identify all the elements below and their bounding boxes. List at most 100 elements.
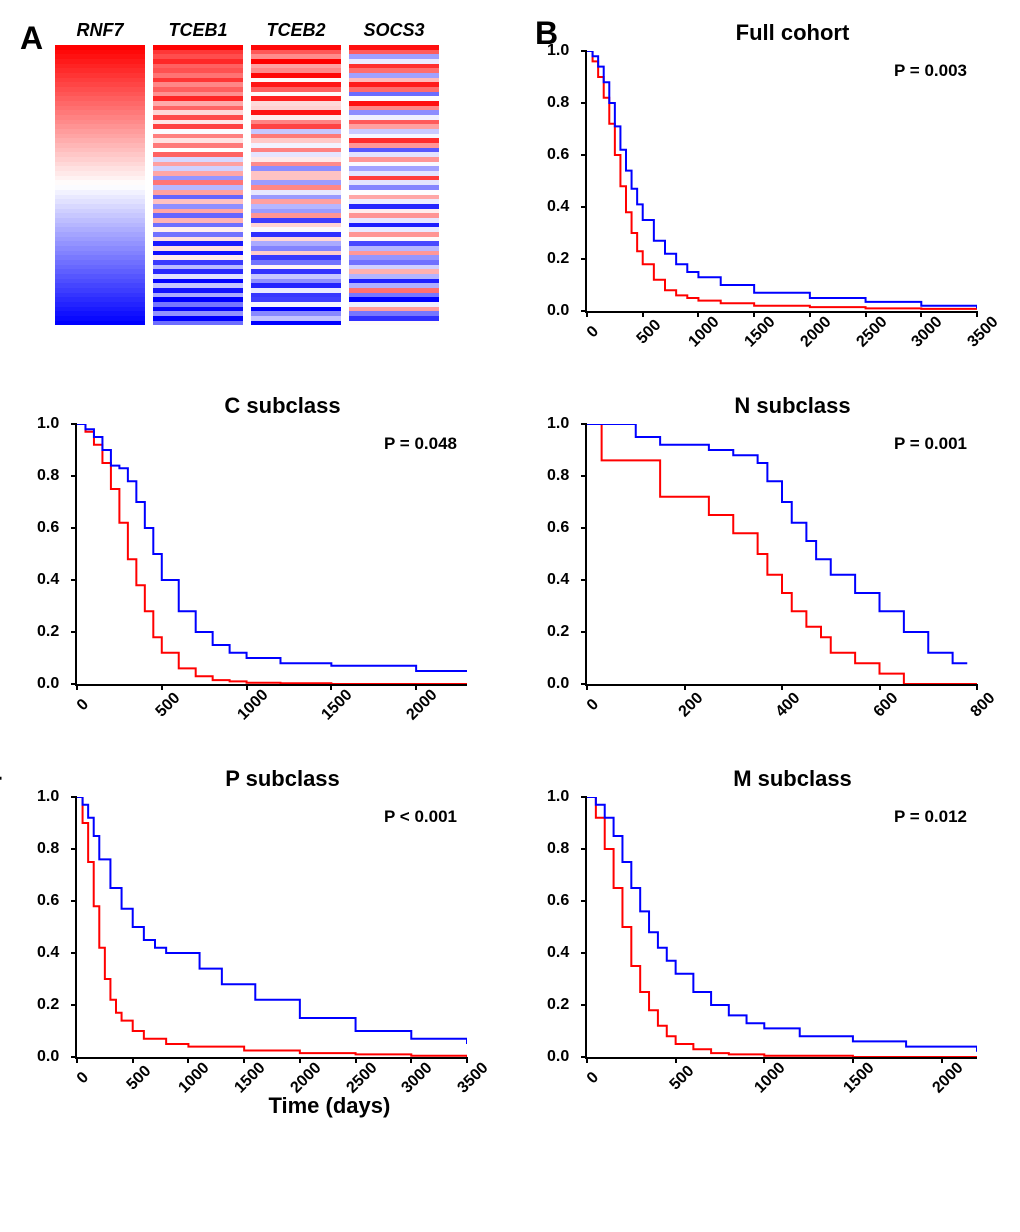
y-tick-label: 0.6: [37, 892, 59, 910]
x-tick-label: 1000: [176, 1059, 214, 1097]
x-tick-label: 0: [74, 1069, 93, 1088]
x-tick-label: 2500: [853, 313, 891, 351]
x-tick-label: 0: [584, 696, 603, 715]
y-axis-label: Survival probabilities: [0, 650, 3, 873]
curve-low: [587, 797, 977, 1052]
heatmap-col-1: [153, 45, 243, 325]
y-tick-label: 0.8: [37, 840, 59, 858]
p-value-n: P = 0.001: [894, 434, 967, 454]
km-full-cohort: Full cohort 0.00.20.40.60.81.005001000150…: [530, 20, 1000, 363]
km-p-subclass: P subclass0.00.20.40.60.81.0050010001500…: [20, 766, 490, 1109]
x-tick-label: 1500: [232, 1059, 270, 1097]
panel-b-label: B: [535, 15, 558, 52]
p-value-p: P < 0.001: [384, 807, 457, 827]
x-tick-label: 2500: [343, 1059, 381, 1097]
km-plot-c: 0.00.20.40.60.81.00500100015002000P = 0.…: [75, 424, 467, 686]
x-tick-label: 0: [74, 696, 93, 715]
km-plot-p: 0.00.20.40.60.81.00500100015002000250030…: [75, 797, 467, 1059]
y-tick-label: 0.4: [547, 571, 569, 589]
heatmap-col-2: [251, 45, 341, 325]
x-axis-label: Time (days): [268, 1093, 390, 1119]
y-tick-label: 0.2: [37, 623, 59, 641]
x-tick-label: 200: [675, 690, 707, 722]
km-m-subclass: M subclass0.00.20.40.60.81.0050010001500…: [530, 766, 1000, 1109]
x-tick-label: 800: [968, 690, 1000, 722]
heatmap-label-1: TCEB1: [153, 20, 243, 41]
heatmap-label-2: TCEB2: [251, 20, 341, 41]
x-tick-label: 3000: [399, 1059, 437, 1097]
y-tick-label: 1.0: [37, 415, 59, 433]
curve-high: [587, 424, 977, 684]
y-tick-label: 1.0: [547, 788, 569, 806]
km-n-subclass: N subclass0.00.20.40.60.81.0020040060080…: [530, 393, 1000, 736]
x-tick-label: 500: [633, 317, 665, 349]
x-tick-label: 2000: [287, 1059, 325, 1097]
x-tick-label: 1000: [752, 1059, 790, 1097]
x-tick-label: 2000: [404, 686, 442, 724]
curve-high: [587, 51, 977, 310]
heatmap-columns: [55, 45, 490, 325]
curve-low: [587, 51, 977, 308]
y-tick-label: 0.6: [547, 892, 569, 910]
x-tick-label: 0: [584, 1069, 603, 1088]
y-tick-label: 0.0: [547, 675, 569, 693]
x-tick-label: 1000: [234, 686, 272, 724]
p-value-c: P = 0.048: [384, 434, 457, 454]
y-tick-label: 0.0: [37, 675, 59, 693]
heatmap-col-3: [349, 45, 439, 325]
x-tick-label: 500: [152, 690, 184, 722]
p-value-m: P = 0.012: [894, 807, 967, 827]
figure-container: A RNF7 TCEB1 TCEB2 SOCS3 Full cohort0.00…: [20, 20, 1000, 1109]
curve-high: [587, 797, 977, 1057]
km-title-full: Full cohort: [585, 20, 1000, 46]
x-tick-label: 600: [870, 690, 902, 722]
y-tick-label: 0.8: [547, 467, 569, 485]
x-tick-label: 3500: [454, 1059, 492, 1097]
y-tick-label: 1.0: [547, 415, 569, 433]
x-tick-label: 1000: [686, 313, 724, 351]
x-tick-label: 400: [773, 690, 805, 722]
km-title-m: M subclass: [585, 766, 1000, 792]
km-plot-n: 0.00.20.40.60.81.00200400600800P = 0.001: [585, 424, 977, 686]
x-tick-label: 500: [666, 1063, 698, 1095]
y-tick-label: 0.8: [547, 840, 569, 858]
km-title-p: P subclass: [75, 766, 490, 792]
y-tick-label: 0.8: [37, 467, 59, 485]
y-tick-label: 0.6: [547, 519, 569, 537]
heatmap-col-0: [55, 45, 145, 325]
x-tick-label: 2000: [929, 1059, 967, 1097]
y-tick-label: 0.4: [37, 571, 59, 589]
curve-low: [77, 797, 467, 1044]
y-tick-label: 0.6: [547, 146, 569, 164]
km-plot-full: 0.00.20.40.60.81.00500100015002000250030…: [585, 51, 977, 313]
y-tick-label: 0.0: [547, 302, 569, 320]
y-tick-label: 0.0: [37, 1048, 59, 1066]
km-plot-m: 0.00.20.40.60.81.00500100015002000P = 0.…: [585, 797, 977, 1059]
curve-high: [77, 424, 467, 684]
y-tick-label: 0.4: [547, 198, 569, 216]
y-tick-label: 1.0: [37, 788, 59, 806]
x-tick-label: 500: [123, 1063, 155, 1095]
y-tick-label: 0.4: [547, 944, 569, 962]
y-tick-label: 0.2: [547, 250, 569, 268]
km-title-n: N subclass: [585, 393, 1000, 419]
y-tick-label: 0.0: [547, 1048, 569, 1066]
y-tick-label: 0.2: [37, 996, 59, 1014]
x-tick-label: 2000: [797, 313, 835, 351]
curve-low: [77, 424, 467, 671]
panel-a-label: A: [20, 20, 43, 57]
x-tick-label: 3500: [964, 313, 1002, 351]
heatmap-gene-labels: RNF7 TCEB1 TCEB2 SOCS3: [55, 20, 490, 41]
y-tick-label: 0.4: [37, 944, 59, 962]
y-tick-label: 0.2: [547, 623, 569, 641]
x-tick-label: 1500: [840, 1059, 878, 1097]
heatmap-label-0: RNF7: [55, 20, 145, 41]
panel-a-heatmap: A RNF7 TCEB1 TCEB2 SOCS3: [20, 20, 490, 363]
heatmap-label-3: SOCS3: [349, 20, 439, 41]
km-title-c: C subclass: [75, 393, 490, 419]
x-tick-label: 1500: [319, 686, 357, 724]
p-value-full: P = 0.003: [894, 61, 967, 81]
y-tick-label: 0.2: [547, 996, 569, 1014]
x-tick-label: 1500: [742, 313, 780, 351]
y-tick-label: 0.8: [547, 94, 569, 112]
